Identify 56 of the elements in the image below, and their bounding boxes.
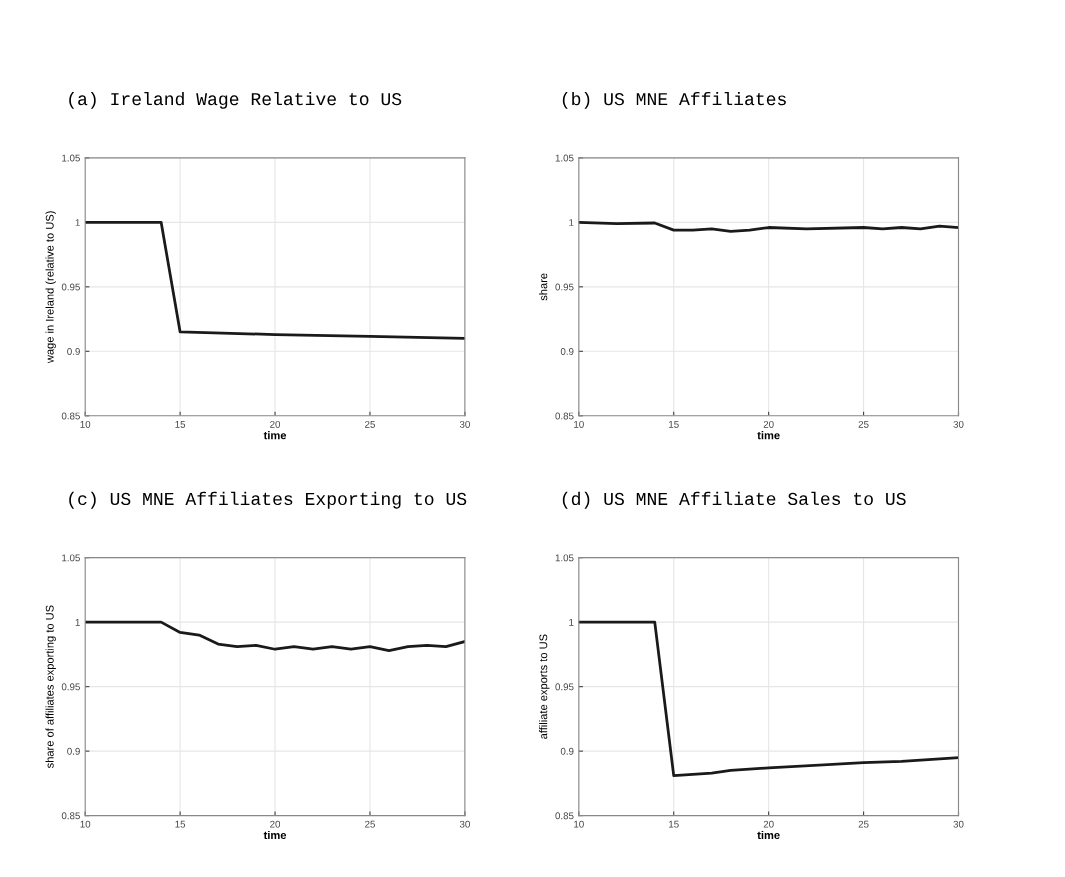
y-tick-label: 0.85 bbox=[61, 412, 80, 420]
y-axis-title: share of affiliates exporting to US bbox=[45, 605, 56, 769]
y-tick-label: 0.9 bbox=[560, 348, 574, 355]
x-axis-title: time bbox=[263, 830, 287, 840]
y-tick-label: 0.85 bbox=[555, 412, 574, 420]
line-series bbox=[578, 220, 959, 233]
chart-title: (d) US MNE Affiliate Sales to US bbox=[562, 491, 906, 509]
y-tick-label: 1 bbox=[569, 618, 574, 626]
x-tick-label: 25 bbox=[858, 420, 869, 428]
x-axis-title: time bbox=[757, 431, 780, 440]
y-tick-label: 0.95 bbox=[555, 683, 574, 691]
x-tick-label: 10 bbox=[80, 420, 91, 428]
y-axis-title: share bbox=[539, 273, 548, 301]
line-series bbox=[578, 620, 959, 778]
line-series bbox=[85, 220, 465, 340]
y-tick-label: 0.95 bbox=[61, 283, 80, 291]
chart-title: (a) Ireland Wage Relative to US bbox=[69, 92, 402, 109]
y-tick-label: 0.9 bbox=[67, 747, 80, 755]
y-tick-label: 1.05 bbox=[62, 154, 80, 162]
x-tick-label: 10 bbox=[574, 420, 584, 428]
y-axis-title: wage in Ireland (relative to US) bbox=[45, 211, 56, 364]
x-axis-title: time bbox=[263, 431, 287, 440]
y-tick-label: 0.9 bbox=[560, 747, 574, 755]
y-tick-label: 0.9 bbox=[67, 348, 80, 355]
y-tick-label: 1.05 bbox=[555, 154, 574, 162]
line-series bbox=[85, 620, 465, 652]
y-tick-label: 1.05 bbox=[555, 554, 574, 562]
x-tick-label: 30 bbox=[953, 420, 964, 428]
y-tick-label: 1 bbox=[569, 219, 574, 226]
x-axis-title: time bbox=[757, 830, 780, 840]
x-tick-label: 10 bbox=[80, 820, 91, 828]
x-tick-label: 25 bbox=[365, 820, 375, 828]
y-tick-label: 0.85 bbox=[555, 812, 574, 820]
x-tick-label: 10 bbox=[574, 820, 584, 828]
x-tick-label: 30 bbox=[953, 820, 964, 828]
x-tick-label: 20 bbox=[763, 820, 774, 828]
x-tick-label: 30 bbox=[459, 420, 470, 428]
x-tick-label: 20 bbox=[270, 420, 281, 428]
x-tick-label: 25 bbox=[858, 820, 869, 828]
chart-title: (c) US MNE Affiliates Exporting to US bbox=[69, 491, 467, 509]
y-tick-label: 1.05 bbox=[62, 554, 80, 562]
y-tick-label: 0.95 bbox=[555, 283, 574, 291]
x-tick-label: 25 bbox=[365, 420, 375, 428]
x-tick-label: 15 bbox=[175, 820, 186, 828]
x-tick-label: 30 bbox=[459, 820, 470, 828]
y-tick-label: 1 bbox=[75, 219, 80, 226]
x-tick-label: 15 bbox=[175, 421, 186, 428]
y-tick-label: 0.95 bbox=[61, 683, 80, 691]
y-axis-title: affiliate exports to US bbox=[539, 634, 550, 739]
y-tick-label: 0.85 bbox=[61, 812, 80, 820]
y-tick-label: 1 bbox=[75, 618, 80, 626]
chart-title: (b) US MNE Affiliates bbox=[562, 92, 786, 109]
x-tick-label: 15 bbox=[669, 421, 679, 428]
x-tick-label: 15 bbox=[669, 820, 679, 828]
x-tick-label: 20 bbox=[270, 820, 281, 828]
x-tick-label: 20 bbox=[763, 420, 774, 428]
